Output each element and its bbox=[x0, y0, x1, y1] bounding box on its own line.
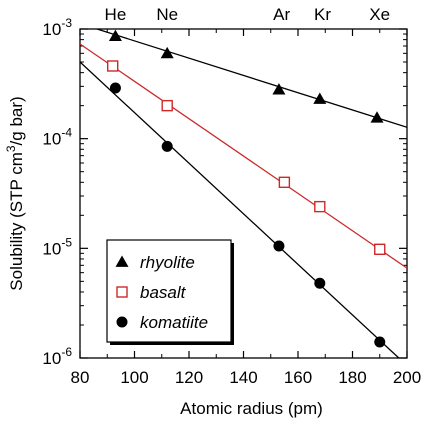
y-tick-base: 10 bbox=[42, 20, 61, 39]
y-tick-label: 10-6 bbox=[42, 345, 72, 368]
rhyolite-point bbox=[272, 83, 286, 95]
komatiite-point bbox=[374, 336, 386, 348]
rhyolite-fit-line bbox=[94, 29, 407, 128]
legend: rhyolite basalt komatiite bbox=[106, 239, 234, 345]
basalt-point bbox=[314, 200, 326, 213]
y-tick-exponent: -3 bbox=[61, 16, 72, 30]
y-axis-title: Solubility (STP cm3/g bar) bbox=[4, 96, 26, 290]
basalt-point bbox=[106, 60, 119, 72]
rhyolite-point bbox=[370, 111, 384, 123]
legend-label-basalt: basalt bbox=[140, 283, 187, 302]
komatiite-point bbox=[161, 140, 173, 152]
y-tick-label: 10-3 bbox=[42, 16, 72, 39]
y-tick-base: 10 bbox=[42, 349, 61, 368]
basalt-point bbox=[161, 99, 173, 112]
x-tick-label: 140 bbox=[229, 368, 257, 387]
rhyolite-point bbox=[160, 46, 174, 59]
legend-marker-rhyolite bbox=[115, 255, 129, 267]
y-tick-base: 10 bbox=[42, 130, 61, 149]
y-axis-title-suffix: /g bar) bbox=[7, 96, 26, 145]
komatiite-point bbox=[273, 240, 285, 252]
x-tick-label: 200 bbox=[393, 368, 421, 387]
legend-marker-komatiite bbox=[116, 316, 128, 328]
fit-lines bbox=[80, 29, 407, 358]
element-label: Kr bbox=[314, 5, 331, 24]
y-tick-label: 10-5 bbox=[42, 235, 72, 258]
x-tick-label: 180 bbox=[338, 368, 366, 387]
element-label: He bbox=[105, 5, 127, 24]
basalt-point bbox=[278, 176, 291, 189]
rhyolite-point bbox=[108, 29, 122, 42]
komatiite-point bbox=[314, 277, 326, 289]
x-axis-title: Atomic radius (pm) bbox=[180, 399, 323, 418]
y-tick-exponent: -5 bbox=[61, 235, 72, 249]
x-tick-label: 80 bbox=[71, 368, 90, 387]
y-tick-exponent: -4 bbox=[61, 126, 72, 140]
element-label: Ne bbox=[156, 5, 178, 24]
komatiite-fit-line bbox=[80, 61, 400, 358]
basalt-point bbox=[374, 243, 386, 255]
y-axis-title-prefix: Solubility (STP cm bbox=[7, 152, 26, 291]
x-tick-label: 120 bbox=[175, 368, 203, 387]
x-tick-label: 160 bbox=[284, 368, 312, 387]
x-tick-label: 100 bbox=[120, 368, 148, 387]
legend-label-komatiite: komatiite bbox=[140, 313, 208, 332]
rhyolite-point bbox=[313, 92, 327, 104]
element-label: Ar bbox=[273, 5, 290, 24]
y-tick-exponent: -6 bbox=[61, 345, 72, 359]
legend-marker-basalt bbox=[116, 286, 128, 298]
y-axis-title-superscript: 3 bbox=[4, 145, 18, 152]
basalt-fit-line bbox=[80, 43, 407, 269]
data-points bbox=[106, 29, 386, 348]
komatiite-point bbox=[109, 82, 121, 94]
y-tick-base: 10 bbox=[42, 239, 61, 258]
y-tick-label: 10-4 bbox=[42, 126, 72, 149]
element-label: Xe bbox=[369, 5, 390, 24]
axis-ticks bbox=[79, 28, 408, 359]
legend-label-rhyolite: rhyolite bbox=[140, 253, 195, 272]
